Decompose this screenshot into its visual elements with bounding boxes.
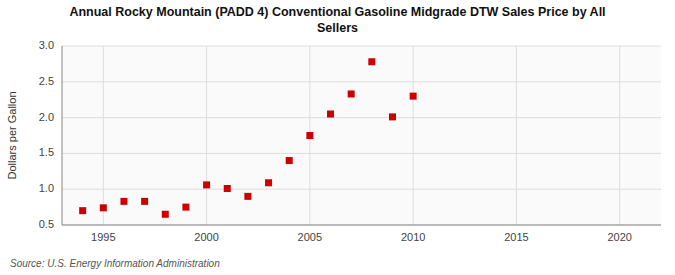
title-line: Sellers xyxy=(317,21,358,35)
point xyxy=(100,204,107,211)
point xyxy=(141,198,148,205)
x-tick-label: 2000 xyxy=(194,231,218,243)
y-grid-line xyxy=(62,225,661,226)
x-tick-label: 2005 xyxy=(298,231,322,243)
marks xyxy=(79,58,416,218)
x-tick-label: 2015 xyxy=(504,231,528,243)
point xyxy=(306,132,313,139)
point xyxy=(203,181,210,188)
point xyxy=(348,90,355,97)
y-grid-line xyxy=(62,81,661,82)
point xyxy=(244,193,251,200)
x-grid-line xyxy=(516,46,517,225)
point xyxy=(79,207,86,214)
point xyxy=(368,58,375,65)
grid xyxy=(62,46,661,225)
point xyxy=(224,185,231,192)
y-tick-label: 2.0 xyxy=(39,111,54,123)
plot-background xyxy=(62,46,661,225)
y-grid-line xyxy=(62,189,661,190)
x-grid-line xyxy=(619,46,620,225)
x-grid-line xyxy=(206,46,207,225)
point xyxy=(410,93,417,100)
title: Annual Rocky Mountain (PADD 4) Conventio… xyxy=(69,5,605,35)
axes: 0.5 1.0 1.5 2.0 2.5 3.0 1995 2000 2005 2010 2015 20… xyxy=(39,39,661,243)
point xyxy=(182,204,189,211)
y-grid-line xyxy=(62,153,661,154)
title-line: Annual Rocky Mountain (PADD 4) Conventio… xyxy=(69,5,605,19)
x-grid-line xyxy=(103,46,104,225)
y-tick-label: 1.5 xyxy=(39,146,54,158)
x-tick-label: 1995 xyxy=(91,231,115,243)
y-axis-line xyxy=(62,46,63,225)
source-note: Source: U.S. Energy Information Administ… xyxy=(10,258,220,269)
x-tick-label: 2010 xyxy=(401,231,425,243)
chart-container: 0.5 1.0 1.5 2.0 2.5 3.0 1995 2000 2005 2010 2015 20… xyxy=(0,0,675,275)
y-grid-line xyxy=(62,46,661,47)
x-grid-line xyxy=(413,46,414,225)
y-axis-label: Dollars per Gallon xyxy=(6,91,18,179)
chart-svg: 0.5 1.0 1.5 2.0 2.5 3.0 1995 2000 2005 2010 2015 20… xyxy=(0,0,675,275)
point xyxy=(120,198,127,205)
point xyxy=(286,157,293,164)
x-tick-label: 2020 xyxy=(607,231,631,243)
y-tick-label: 0.5 xyxy=(39,218,54,230)
point xyxy=(327,111,334,118)
y-tick-label: 1.0 xyxy=(39,182,54,194)
y-grid-line xyxy=(62,117,661,118)
x-axis-line xyxy=(62,225,661,226)
point xyxy=(162,211,169,218)
point xyxy=(265,179,272,186)
point xyxy=(389,113,396,120)
y-tick-label: 2.5 xyxy=(39,75,54,87)
y-tick-label: 3.0 xyxy=(39,39,54,51)
